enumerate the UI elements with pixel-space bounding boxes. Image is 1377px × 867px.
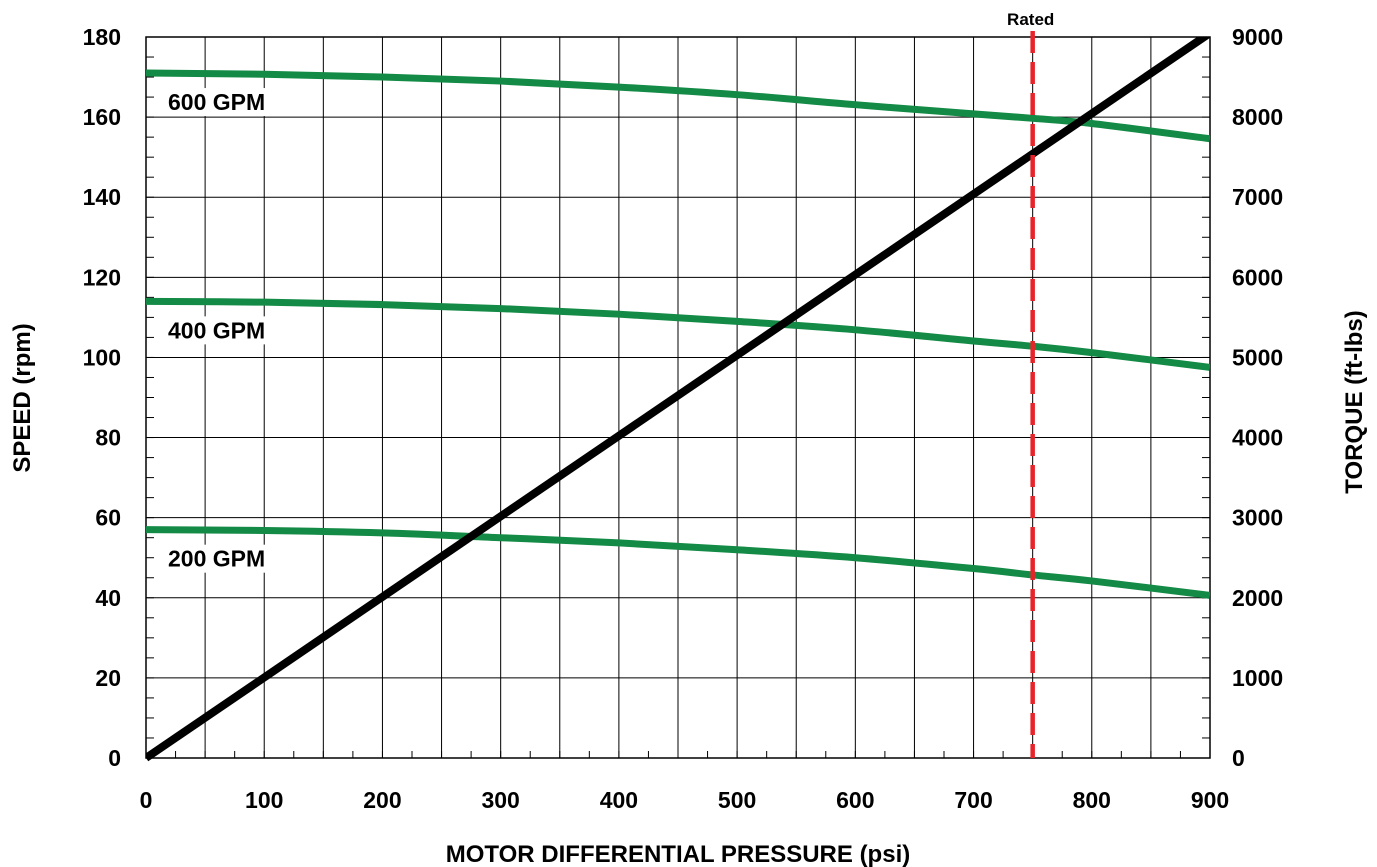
- y2-tick-label: 6000: [1232, 264, 1283, 290]
- y2-tick-label: 2000: [1232, 585, 1283, 611]
- torque-line: [146, 37, 1210, 762]
- x-tick-label: 900: [1191, 787, 1229, 813]
- y2-tick-label: 8000: [1232, 104, 1283, 130]
- series-lines: [146, 37, 1210, 762]
- y-tick-label: 140: [83, 184, 121, 210]
- series-line-600-gpm: [146, 69, 1210, 143]
- y2-tick-label: 0: [1232, 745, 1245, 771]
- annotations: Rated: [1007, 10, 1054, 758]
- y2-axis-title: TORQUE (ft-lbs): [1341, 310, 1368, 494]
- series-label-bg: [164, 544, 286, 573]
- y-tick-label: 0: [108, 745, 121, 771]
- x-tick-label: 800: [1073, 787, 1111, 813]
- x-tick-label: 700: [954, 787, 992, 813]
- y-tick-label: 120: [83, 264, 121, 290]
- series-line-400-gpm: [146, 297, 1210, 371]
- y-tick-label: 180: [83, 24, 121, 50]
- x-tick-label: 300: [481, 787, 519, 813]
- series-label-bg: [164, 316, 286, 345]
- y-tick-label: 20: [95, 665, 121, 691]
- y-tick-label: 100: [83, 344, 121, 370]
- series-line-200-gpm: [146, 526, 1210, 599]
- x-tick-label: 600: [836, 787, 874, 813]
- y2-tick-label: 5000: [1232, 344, 1283, 370]
- x-axis-title: MOTOR DIFFERENTIAL PRESSURE (psi): [446, 841, 910, 867]
- y2-tick-label: 1000: [1232, 665, 1283, 691]
- x-tick-label: 100: [245, 787, 283, 813]
- minor-ticks: [145, 36, 1211, 759]
- y2-tick-label: 9000: [1232, 24, 1283, 50]
- series-label: 600 GPM: [168, 89, 265, 115]
- x-tick-label: 0: [140, 787, 153, 813]
- y-tick-label: 40: [95, 585, 121, 611]
- series-label: 200 GPM: [168, 546, 265, 572]
- x-tick-label: 200: [363, 787, 401, 813]
- y-axis-title: SPEED (rpm): [9, 323, 36, 472]
- y-tick-label: 60: [95, 505, 121, 531]
- series-label: 400 GPM: [168, 317, 265, 343]
- x-tick-label: 400: [600, 787, 638, 813]
- y2-tick-label: 3000: [1232, 505, 1283, 531]
- x-tick-label: 500: [718, 787, 756, 813]
- y2-tick-label: 4000: [1232, 425, 1283, 451]
- series-label-bg: [164, 88, 286, 117]
- y-tick-label: 160: [83, 104, 121, 130]
- rated-label: Rated: [1007, 10, 1054, 29]
- y2-tick-label: 7000: [1232, 184, 1283, 210]
- tick-labels: 0 100 200 300 400 500 600 700 800 900020406080100…: [83, 24, 1284, 813]
- y-tick-label: 80: [95, 425, 121, 451]
